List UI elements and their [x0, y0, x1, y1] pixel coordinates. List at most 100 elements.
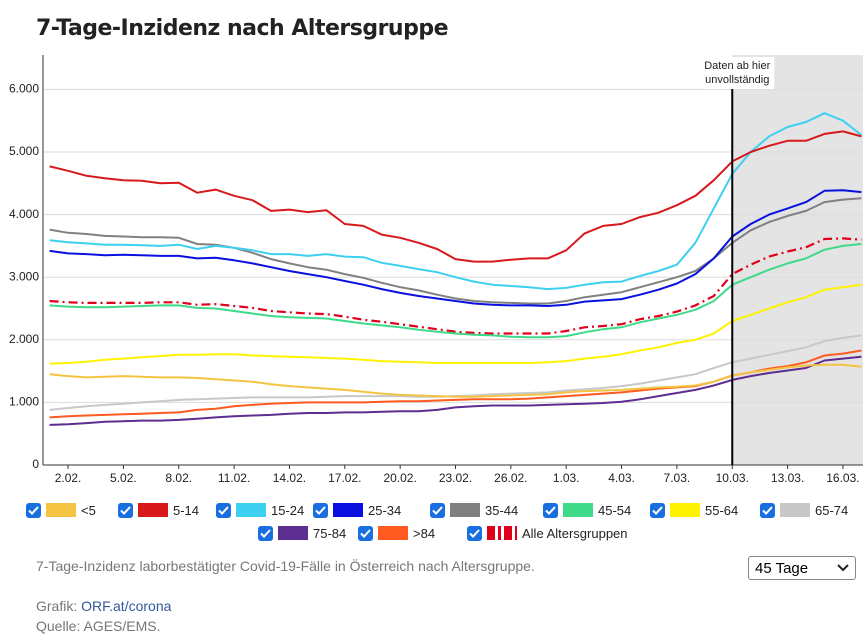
annotation: unvollständig: [705, 74, 769, 86]
legend-swatch: [46, 503, 76, 517]
legend-swatch: [780, 503, 810, 517]
legend-swatch: [450, 503, 480, 517]
legend-label: 15-24: [271, 502, 305, 518]
range-select[interactable]: 45 Tage: [748, 556, 856, 580]
credit-label: Grafik:: [36, 598, 82, 614]
legend-label: 35-44: [485, 502, 519, 518]
x-tick-label: 8.02.: [165, 471, 192, 485]
x-tick-label: 26.02.: [494, 471, 527, 485]
annotation-bg: [702, 57, 775, 89]
x-tick-label: 2.02.: [55, 471, 82, 485]
check: [315, 505, 326, 515]
y-tick-label: 1.000: [9, 395, 39, 409]
series-line: [49, 355, 862, 426]
legend-swatch: [670, 503, 700, 517]
checkbox[interactable]: [118, 502, 133, 518]
legend-swatch: [236, 503, 266, 517]
legend-item[interactable]: Alle Altersgruppen: [467, 524, 628, 542]
credit: Grafik: ORF.at/corona: [36, 598, 171, 614]
x-tick-label: 1.03.: [553, 471, 580, 485]
legend-label: 65-74: [815, 502, 849, 518]
x-tick-label: 11.02.: [218, 471, 250, 485]
source: Quelle: AGES/EMS.: [36, 618, 161, 634]
y-tick-label: 6.000: [9, 82, 39, 96]
x-tick-label: 7.03.: [664, 471, 691, 485]
legend-swatch: [487, 526, 517, 540]
legend-item[interactable]: 15-24: [216, 501, 304, 519]
credit-link[interactable]: ORF.at/corona: [81, 598, 172, 614]
x-tick-label: 10.03.: [716, 471, 749, 485]
legend-label: Alle Altersgruppen: [522, 525, 628, 541]
legend-label: 25-34: [368, 502, 402, 518]
x-tick-label: 4.03.: [608, 471, 635, 485]
legend-label: 5-14: [173, 502, 200, 518]
legend-item[interactable]: 5-14: [118, 501, 199, 519]
x-tick-label: 14.02.: [273, 471, 306, 485]
check: [28, 505, 39, 515]
chart: 0 1.000 2.000 3.000 4.000 5.000 6.000 2.02. 5.02…: [9, 55, 863, 485]
y-tick-label: 2.000: [9, 332, 39, 346]
x-tick-label: 20.02.: [383, 471, 416, 485]
y-tick-label: 5.000: [9, 144, 39, 158]
check: [762, 505, 773, 515]
y-tick-label: 4.000: [9, 207, 39, 221]
y-tick-label: 3.000: [9, 269, 39, 283]
x-tick-label: 5.02.: [110, 471, 137, 485]
checkbox[interactable]: [543, 502, 558, 518]
x-tick-label: 23.02.: [439, 471, 472, 485]
series-line: [49, 130, 862, 263]
checkbox[interactable]: [313, 502, 328, 518]
checkbox[interactable]: [430, 502, 445, 518]
annotation: Daten ab hier: [704, 60, 770, 72]
legend-item[interactable]: 75-84: [258, 524, 346, 542]
x-tick-label: 17.02.: [328, 471, 361, 485]
checkbox[interactable]: [467, 525, 482, 541]
chevron: [837, 564, 849, 572]
chart-title: 7-Tage-Inzidenz nach Altersgruppe: [36, 16, 449, 41]
legend-item[interactable]: <5: [26, 501, 96, 519]
check: [260, 528, 271, 538]
legend-label: >84: [413, 525, 436, 541]
legend-swatch: [563, 503, 593, 517]
legend-item[interactable]: >84: [358, 524, 435, 542]
legend-item[interactable]: 35-44: [430, 501, 518, 519]
description: 7-Tage-Inzidenz laborbestätigter Covid-1…: [36, 558, 535, 574]
check: [360, 528, 371, 538]
check: [652, 505, 663, 515]
legend-label: 75-84: [313, 525, 347, 541]
checkbox[interactable]: [760, 502, 775, 518]
legend-swatch: [378, 526, 408, 540]
legend-item[interactable]: 65-74: [760, 501, 848, 519]
checkbox[interactable]: [358, 525, 373, 541]
check: [469, 528, 480, 538]
legend-label: 45-54: [598, 502, 632, 518]
series-line: [49, 243, 862, 339]
series-line: [49, 197, 862, 305]
legend-label: 55-64: [705, 502, 739, 518]
series-line: [49, 112, 863, 291]
series-line: [49, 237, 862, 335]
check: [545, 505, 556, 515]
series-line: [49, 283, 862, 365]
x-tick-label: 16.03.: [826, 471, 859, 485]
legend-swatch: [333, 503, 363, 517]
checkbox[interactable]: [258, 525, 273, 541]
y-tick-label: 0: [32, 457, 39, 471]
legend-swatch: [278, 526, 308, 540]
legend-item[interactable]: 25-34: [313, 501, 401, 519]
range-select-label: 45 Tage: [755, 559, 809, 577]
checkbox[interactable]: [650, 502, 665, 518]
legend-item[interactable]: 55-64: [650, 501, 738, 519]
legend-label: <5: [81, 502, 96, 518]
x-tick-label: 13.03.: [771, 471, 804, 485]
checkbox[interactable]: [26, 502, 41, 518]
check: [432, 505, 443, 515]
series-line: [49, 363, 862, 398]
legend-item[interactable]: 45-54: [543, 501, 631, 519]
check: [120, 505, 131, 515]
series-line: [49, 189, 862, 307]
check: [218, 505, 229, 515]
legend-swatch: [138, 503, 168, 517]
checkbox[interactable]: [216, 502, 231, 518]
